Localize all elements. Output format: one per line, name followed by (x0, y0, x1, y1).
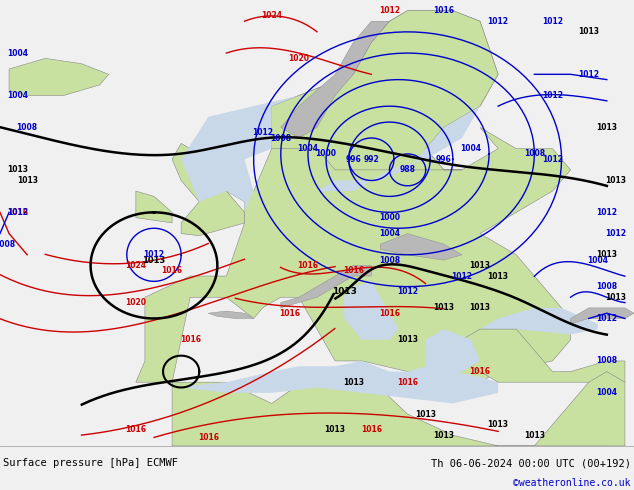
Text: 1016: 1016 (280, 309, 301, 318)
Polygon shape (317, 106, 480, 191)
Text: 1013: 1013 (597, 250, 618, 259)
Text: 1012: 1012 (488, 17, 508, 26)
Text: 1012: 1012 (8, 208, 29, 217)
Text: 1013: 1013 (488, 271, 508, 281)
Text: 1013: 1013 (397, 335, 418, 344)
Text: 1004: 1004 (379, 229, 400, 238)
Polygon shape (462, 329, 625, 382)
Text: 1008: 1008 (16, 123, 38, 132)
Polygon shape (380, 234, 462, 260)
Text: 1004: 1004 (8, 91, 29, 100)
Text: 1012: 1012 (542, 155, 563, 164)
Polygon shape (172, 361, 498, 403)
Text: 1020: 1020 (126, 298, 146, 307)
Text: 1016: 1016 (397, 378, 418, 387)
Text: 1013: 1013 (343, 378, 364, 387)
Text: 1020: 1020 (288, 54, 309, 63)
Text: 1012: 1012 (597, 314, 618, 323)
Polygon shape (136, 191, 172, 223)
Text: 1012: 1012 (578, 70, 599, 79)
Text: 1016: 1016 (198, 433, 219, 442)
Text: 1016: 1016 (379, 309, 400, 318)
Text: 1004: 1004 (587, 256, 608, 265)
Text: 1012: 1012 (451, 271, 472, 281)
Text: 1012: 1012 (542, 17, 563, 26)
Text: 1013: 1013 (332, 288, 356, 296)
Text: 1000: 1000 (379, 213, 400, 222)
Text: 1013: 1013 (16, 176, 37, 185)
Text: 1004: 1004 (460, 144, 481, 153)
Text: 1016: 1016 (470, 367, 491, 376)
Text: 1013: 1013 (524, 431, 545, 440)
Polygon shape (272, 11, 498, 170)
Text: 1012: 1012 (605, 229, 626, 238)
Text: 1024: 1024 (261, 11, 282, 21)
Polygon shape (344, 281, 399, 340)
Text: 1008: 1008 (379, 256, 400, 265)
Polygon shape (209, 311, 254, 318)
Text: 1013: 1013 (143, 256, 165, 265)
Text: 1013: 1013 (597, 123, 618, 132)
Text: 1013: 1013 (605, 293, 626, 302)
Text: 1024: 1024 (126, 261, 146, 270)
Polygon shape (571, 308, 634, 324)
Polygon shape (425, 329, 480, 382)
Text: ©weatheronline.co.uk: ©weatheronline.co.uk (514, 478, 631, 488)
Polygon shape (136, 11, 571, 382)
Text: 1013: 1013 (415, 410, 436, 418)
Text: 1016: 1016 (162, 266, 183, 275)
Text: 1012: 1012 (379, 6, 400, 15)
Text: 1016: 1016 (179, 335, 201, 344)
Text: 1012: 1012 (542, 91, 563, 100)
Text: 1004: 1004 (8, 49, 29, 58)
Text: 1013: 1013 (433, 303, 455, 313)
Text: 1008: 1008 (0, 240, 15, 249)
Text: 1012: 1012 (143, 250, 164, 259)
Polygon shape (281, 266, 372, 308)
Text: 1013: 1013 (605, 176, 626, 185)
Polygon shape (9, 58, 108, 96)
Text: 1013: 1013 (433, 431, 455, 440)
Text: 1016: 1016 (361, 425, 382, 435)
Text: 1016: 1016 (297, 261, 318, 270)
Text: 1013: 1013 (470, 303, 491, 313)
Text: 1013: 1013 (488, 420, 508, 429)
Text: 996: 996 (346, 155, 361, 164)
Text: 1004: 1004 (597, 388, 618, 397)
Text: 1016: 1016 (8, 208, 29, 217)
Polygon shape (534, 371, 625, 446)
Text: 1004: 1004 (297, 144, 318, 153)
Polygon shape (480, 308, 598, 334)
Polygon shape (172, 371, 607, 446)
Polygon shape (281, 21, 389, 138)
Text: 1016: 1016 (433, 6, 455, 15)
Text: 988: 988 (399, 165, 415, 174)
Text: 1016: 1016 (343, 266, 364, 275)
Text: 1012: 1012 (252, 128, 273, 137)
Text: 1013: 1013 (470, 261, 491, 270)
Text: 1008: 1008 (596, 282, 618, 291)
Polygon shape (181, 96, 299, 212)
Text: 996: 996 (436, 155, 451, 164)
Text: 1013: 1013 (578, 27, 599, 36)
Text: 1013: 1013 (8, 165, 29, 174)
Text: 1016: 1016 (126, 425, 146, 435)
Text: Surface pressure [hPa] ECMWF: Surface pressure [hPa] ECMWF (3, 458, 178, 468)
Text: 1008: 1008 (524, 149, 545, 158)
Text: Th 06-06-2024 00:00 UTC (00+192): Th 06-06-2024 00:00 UTC (00+192) (431, 458, 631, 468)
Text: 992: 992 (363, 155, 379, 164)
Text: 1008: 1008 (596, 356, 618, 366)
Text: 1012: 1012 (597, 208, 618, 217)
Text: 1013: 1013 (325, 425, 346, 435)
Text: 1000: 1000 (316, 149, 337, 158)
Text: 1012: 1012 (397, 288, 418, 296)
Polygon shape (172, 143, 245, 236)
Text: 1008: 1008 (270, 133, 292, 143)
